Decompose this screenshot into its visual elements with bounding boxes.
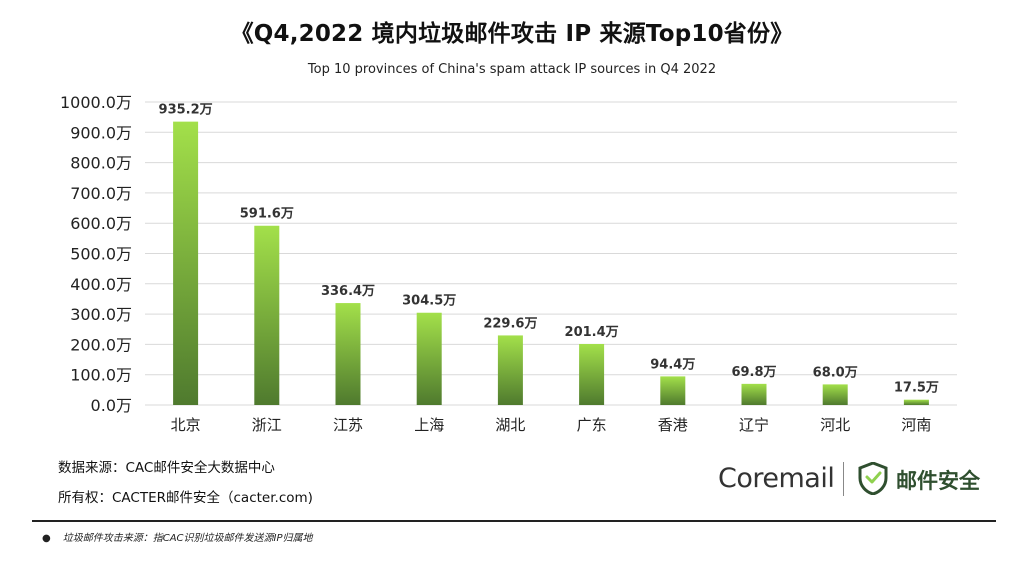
data-label: 201.4万 — [565, 325, 619, 340]
gridlines — [145, 101, 957, 406]
y-tick-label: 300.0万 — [70, 305, 132, 324]
x-tick-label: 香港 — [658, 416, 688, 434]
y-tick-label: 100.0万 — [70, 366, 132, 385]
x-tick-label: 河北 — [820, 416, 850, 434]
x-tick-label: 上海 — [414, 416, 444, 434]
copyright: 所有权：CACTER邮件安全（cacter.com) — [58, 490, 313, 506]
data-source: 数据来源：CAC邮件安全大数据中心 — [58, 460, 275, 476]
data-label: 336.4万 — [321, 284, 375, 299]
data-label: 935.2万 — [159, 103, 213, 118]
data-label: 94.4万 — [650, 357, 695, 372]
coremail-logo: Coremail — [718, 463, 835, 494]
data-labels: 935.2万 591.6万 336.4万 304.5万 229.6万 201.4万 94.4… — [159, 103, 939, 396]
bar-chart: 0.0万 100.0万 200.0万 300.0万 400.0万 500.0万 600.0万… — [60, 93, 957, 434]
data-label: 68.0万 — [813, 365, 858, 380]
bar — [173, 121, 199, 405]
y-tick-label: 500.0万 — [70, 245, 132, 264]
bottom-divider — [32, 520, 996, 522]
x-axis: 北京 浙江 江苏 上海 湖北 广东 香港 辽宁 河北 河南 — [171, 416, 932, 434]
bar — [579, 343, 605, 405]
logo-divider — [843, 462, 844, 496]
product-logo-text: 邮件安全 — [896, 469, 980, 493]
data-label: 69.8万 — [731, 365, 776, 380]
footnote-text: 垃圾邮件攻击来源：指CAC识别垃圾邮件发送源IP归属地 — [62, 533, 313, 544]
y-tick-label: 1000.0万 — [60, 93, 132, 112]
data-label: 304.5万 — [402, 294, 456, 309]
bar — [903, 399, 929, 405]
bar — [335, 303, 361, 405]
x-tick-label: 广东 — [577, 416, 607, 434]
y-tick-label: 800.0万 — [70, 154, 132, 173]
bar — [660, 376, 686, 405]
footnote: ● 垃圾邮件攻击来源：指CAC识别垃圾邮件发送源IP归属地 — [42, 529, 313, 544]
y-axis: 0.0万 100.0万 200.0万 300.0万 400.0万 500.0万 600.0万… — [60, 93, 132, 415]
bullet-icon: ● — [42, 533, 51, 544]
bar — [254, 225, 280, 405]
data-label: 229.6万 — [483, 316, 537, 331]
data-label: 591.6万 — [240, 207, 294, 222]
data-label: 17.5万 — [894, 381, 939, 396]
y-tick-label: 200.0万 — [70, 335, 132, 354]
bar — [822, 384, 848, 405]
y-tick-label: 600.0万 — [70, 214, 132, 233]
bars — [173, 121, 929, 405]
shield-icon — [858, 462, 888, 495]
x-tick-label: 辽宁 — [739, 416, 769, 434]
y-tick-label: 700.0万 — [70, 184, 132, 203]
bar — [741, 383, 767, 405]
chart-subtitle: Top 10 provinces of China's spam attack … — [307, 62, 717, 77]
bar — [497, 335, 523, 405]
x-tick-label: 湖北 — [495, 416, 525, 434]
chart-title-cn: 《Q4,2022 境内垃圾邮件攻击 IP 来源Top10省份》 — [230, 21, 794, 47]
y-tick-label: 900.0万 — [70, 123, 132, 142]
y-tick-label: 400.0万 — [70, 275, 132, 294]
x-tick-label: 北京 — [171, 416, 201, 434]
x-tick-label: 浙江 — [252, 416, 282, 434]
x-tick-label: 江苏 — [333, 416, 363, 434]
x-tick-label: 河南 — [901, 416, 931, 434]
bar — [416, 312, 442, 405]
y-tick-label: 0.0万 — [91, 396, 132, 415]
